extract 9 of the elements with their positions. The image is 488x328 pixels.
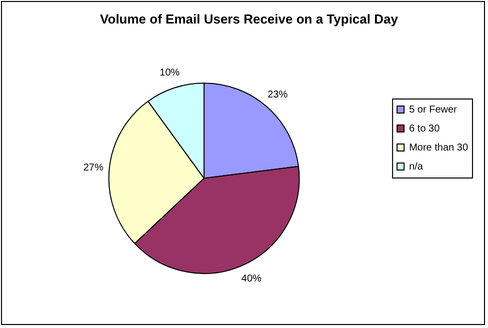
- data-label: 27%: [83, 162, 104, 174]
- data-label: 23%: [268, 90, 288, 101]
- legend-label: 6 to 30: [409, 123, 440, 134]
- legend-label: n/a: [409, 161, 424, 172]
- data-label: 40%: [241, 274, 262, 285]
- data-label: 10%: [160, 67, 180, 78]
- legend-label: 5 or Fewer: [409, 104, 458, 116]
- legend-label: More than 30: [409, 142, 468, 154]
- chart-title: Volume of Email Users Receive on a Typical Day: [100, 11, 399, 26]
